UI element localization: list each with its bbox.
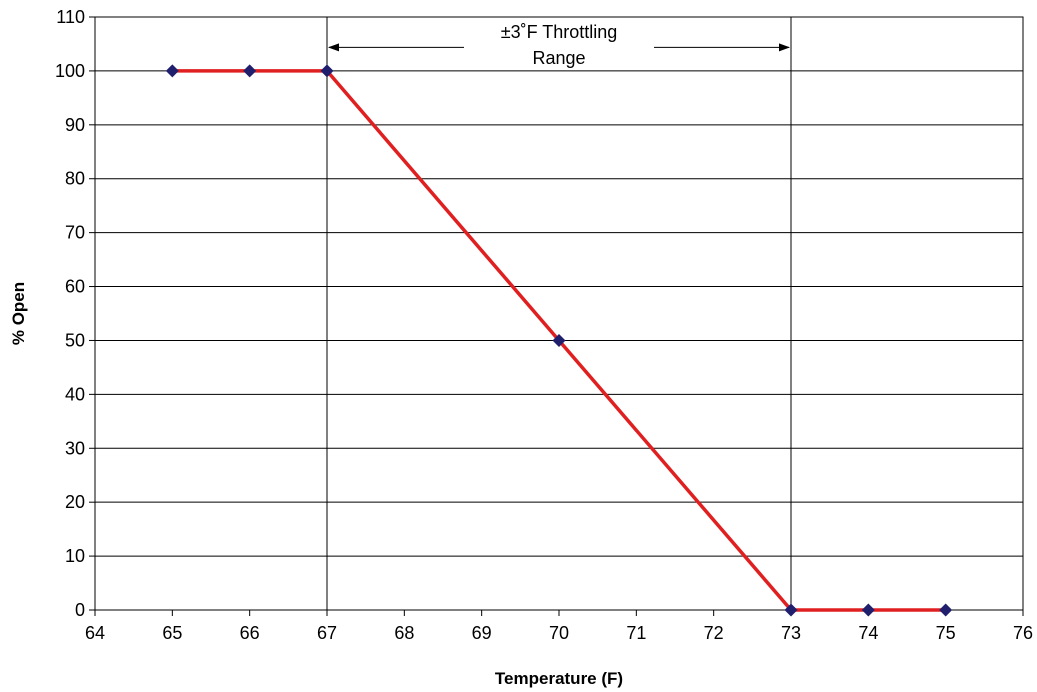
x-tick-label: 71 — [626, 623, 646, 643]
x-tick-label: 69 — [472, 623, 492, 643]
data-point-marker — [243, 64, 257, 78]
data-point-marker — [552, 333, 566, 347]
data-point-marker — [861, 603, 875, 617]
y-tick-label: 40 — [65, 384, 85, 404]
annotation-arrowhead-right — [779, 43, 790, 52]
y-tick-label: 30 — [65, 438, 85, 458]
plot-area-border — [94, 16, 1024, 611]
x-axis-title: Temperature (F) — [495, 669, 623, 688]
annotation-line-2: Range — [532, 48, 585, 68]
y-tick-label: 20 — [65, 492, 85, 512]
x-tick-label: 66 — [240, 623, 260, 643]
x-tick-label: 67 — [317, 623, 337, 643]
y-tick-label: 60 — [65, 277, 85, 297]
y-tick-label: 50 — [65, 330, 85, 350]
annotation-arrowhead-left — [328, 43, 339, 52]
y-tick-label: 90 — [65, 115, 85, 135]
x-tick-label: 64 — [85, 623, 105, 643]
x-tick-label: 73 — [781, 623, 801, 643]
x-tick-label: 72 — [704, 623, 724, 643]
x-tick-label: 68 — [394, 623, 414, 643]
data-point-marker — [165, 64, 179, 78]
gridlines — [95, 16, 1023, 611]
y-tick-label: 80 — [65, 169, 85, 189]
y-tick-label: 0 — [75, 600, 85, 620]
data-series — [165, 64, 953, 617]
x-tick-label: 70 — [549, 623, 569, 643]
x-tick-label: 74 — [858, 623, 878, 643]
x-tick-label: 65 — [162, 623, 182, 643]
y-tick-label: 100 — [55, 61, 85, 81]
annotation-line-1: ±3˚F Throttling — [501, 22, 618, 42]
x-tick-label: 76 — [1013, 623, 1033, 643]
y-axis-title: % Open — [9, 282, 28, 345]
y-tick-label: 70 — [65, 223, 85, 243]
data-point-marker — [784, 603, 798, 617]
x-tick-label: 75 — [936, 623, 956, 643]
axes — [89, 16, 1024, 616]
throttling-range-annotation: ±3˚F Throttling Range — [328, 22, 790, 68]
data-point-marker — [320, 64, 334, 78]
y-tick-label: 10 — [65, 546, 85, 566]
y-tick-label: 110 — [56, 7, 85, 27]
data-point-marker — [939, 603, 953, 617]
tick-labels: 0 10 20 30 40 50 60 70 80 90 100 110 64 65 66 67 68 69 70 7… — [55, 7, 1033, 643]
reference-lines — [326, 17, 792, 610]
